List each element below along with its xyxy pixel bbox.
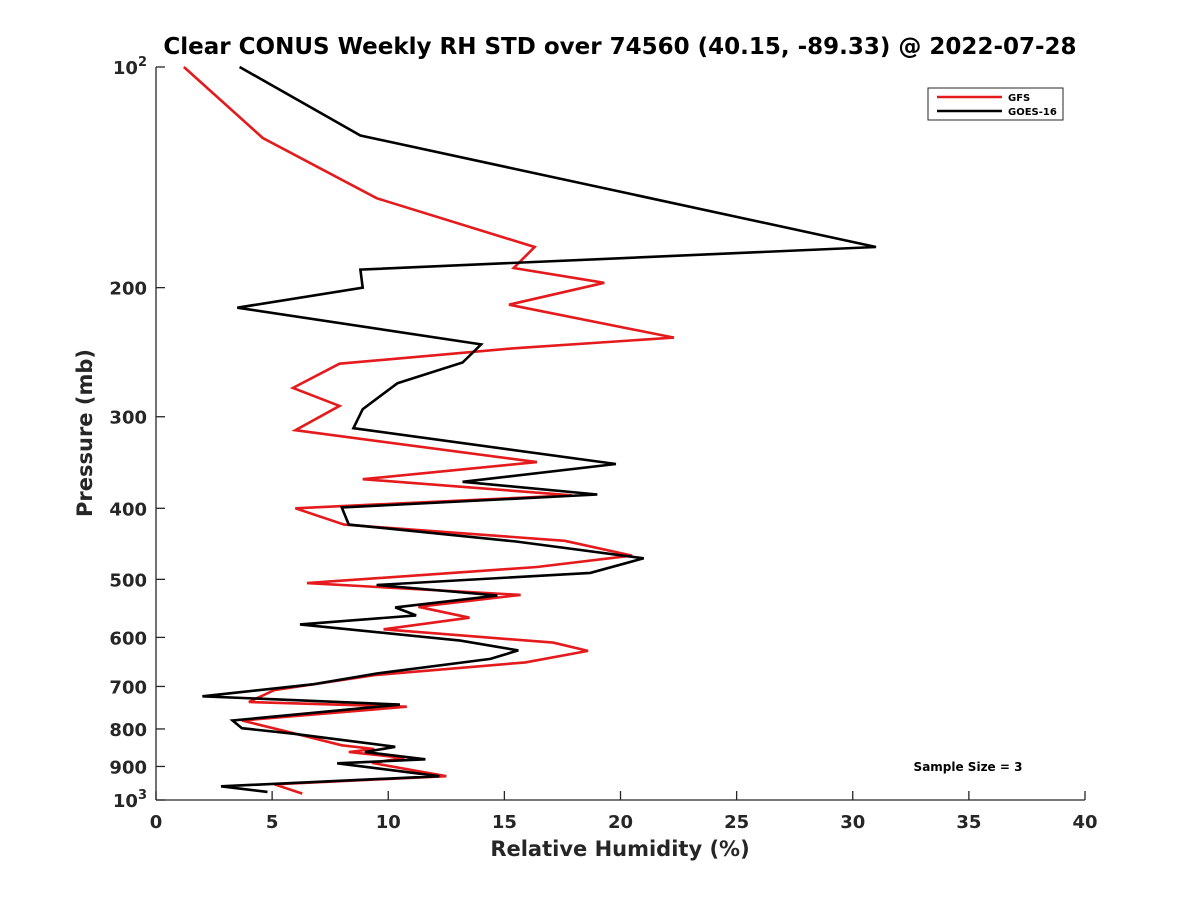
y-axis-label: Pressure (mb): [73, 349, 97, 517]
series-line-goes-16: [202, 65, 877, 794]
x-axis-label: Relative Humidity (%): [490, 837, 749, 861]
x-tick-label: 5: [266, 812, 279, 833]
y-tick-label: 600: [109, 628, 147, 649]
legend-box: [927, 87, 1064, 121]
legend-label-goes-16: GOES-16: [1008, 107, 1057, 118]
plot-area: [156, 67, 1085, 800]
y-tick-label-base: 10: [113, 791, 138, 812]
x-ticks: 0 5 10 15 20 25 30 35 40: [150, 791, 1098, 833]
x-tick-label: 0: [150, 812, 163, 833]
y-tick-label: 900: [109, 757, 147, 778]
y-tick-label: 400: [109, 499, 147, 520]
y-tick-label: 500: [109, 570, 147, 591]
sample-size-annotation: Sample Size = 3: [914, 760, 1023, 774]
y-tick-label-exponent: 3: [138, 788, 147, 803]
x-tick-label: 20: [608, 812, 633, 833]
y-tick-label: 700: [109, 677, 147, 698]
x-tick-label: 40: [1072, 812, 1097, 833]
series-line-gfs: [183, 66, 675, 795]
y-tick-label-exponent: 2: [138, 55, 147, 70]
y-tick-label: 200: [109, 279, 147, 300]
y-tick-label: 103: [113, 788, 147, 812]
y-tick-label: 300: [109, 408, 147, 429]
y-tick-label-base: 10: [113, 58, 138, 79]
series-layer: [183, 65, 877, 795]
x-tick-label: 15: [492, 812, 517, 833]
x-tick-label: 30: [840, 812, 865, 833]
chart-title: Clear CONUS Weekly RH STD over 74560 (40…: [163, 34, 1076, 60]
x-tick-label: 10: [376, 812, 401, 833]
legend-label-gfs: GFS: [1008, 93, 1030, 104]
y-tick-label: 102: [113, 55, 147, 79]
x-tick-label: 25: [724, 812, 749, 833]
x-tick-label: 35: [956, 812, 981, 833]
y-tick-label: 800: [109, 720, 147, 741]
legend-entries: GFS GOES-16: [937, 93, 1057, 118]
legend: GFS GOES-16: [927, 87, 1064, 121]
